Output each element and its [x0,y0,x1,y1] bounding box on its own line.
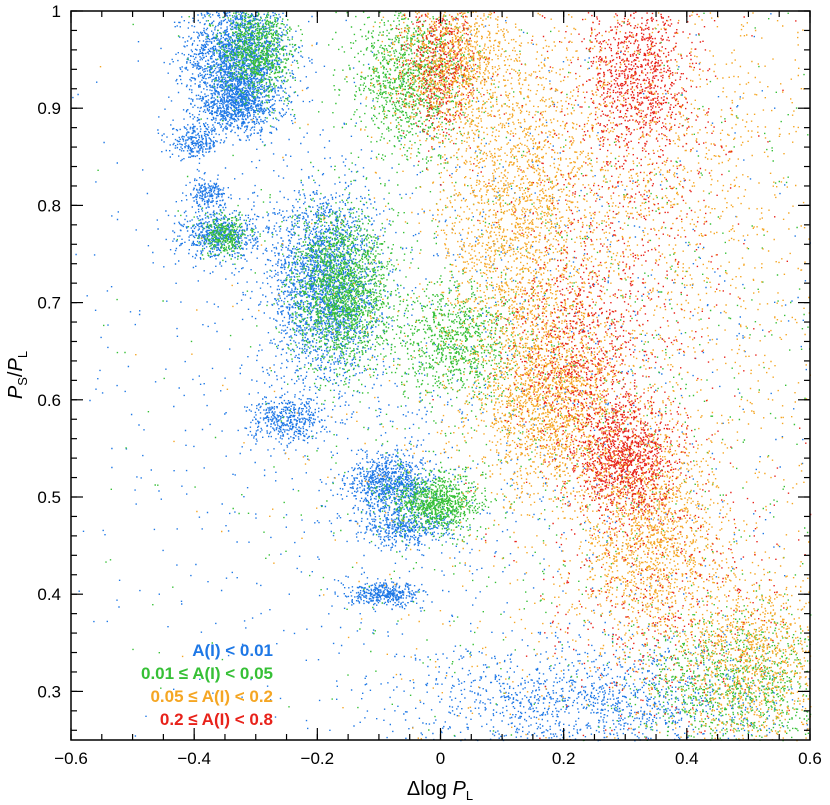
x-axis-label: Δlog PL [407,778,473,803]
legend: A(I) < 0.01 0.01 ≤ A(I) < 0.05 0.05 ≤ A(I)… [141,641,273,729]
y-tick-label: 0.3 [37,682,61,701]
y-tick-label: 0.7 [37,294,61,313]
y-axis-label: PS/PL [5,351,30,399]
series-0 [72,11,811,742]
legend-entry: 0.01 ≤ A(I) < 0.05 [141,664,273,683]
x-tick-label: 0.2 [552,749,576,768]
series-2 [99,11,812,742]
x-tick-label: 0.4 [675,749,699,768]
data-points [72,11,812,742]
y-tick-label: 0.8 [37,196,61,215]
plot-frame [70,10,811,741]
x-tick-label: −0.4 [177,749,211,768]
y-tick-label: 0.5 [37,488,61,507]
series-1 [97,11,812,742]
x-tick-labels: −0.6 −0.4 −0.2 0 0.2 0.4 0.6 [54,749,822,768]
x-tick-label: 0 [436,749,445,768]
y-tick-label: 1 [52,2,61,21]
x-tick-label: −0.2 [301,749,335,768]
y-tick-label: 0.9 [37,99,61,118]
series-points-0 [72,11,811,742]
legend-entry: 0.2 ≤ A(I) < 0.8 [160,710,273,729]
axis-ticks [70,10,811,740]
series-points-2 [99,11,812,742]
x-tick-label: 0.6 [798,749,822,768]
series-points-1 [97,11,812,742]
x-tick-label: −0.6 [54,749,88,768]
y-tick-labels: 0.3 0.4 0.5 0.6 0.7 0.8 0.9 1 [37,2,61,701]
legend-entry: A(I) < 0.01 [192,641,273,660]
legend-entry: 0.05 ≤ A(I) < 0.2 [150,687,273,706]
y-tick-label: 0.6 [37,391,61,410]
y-tick-label: 0.4 [37,585,61,604]
